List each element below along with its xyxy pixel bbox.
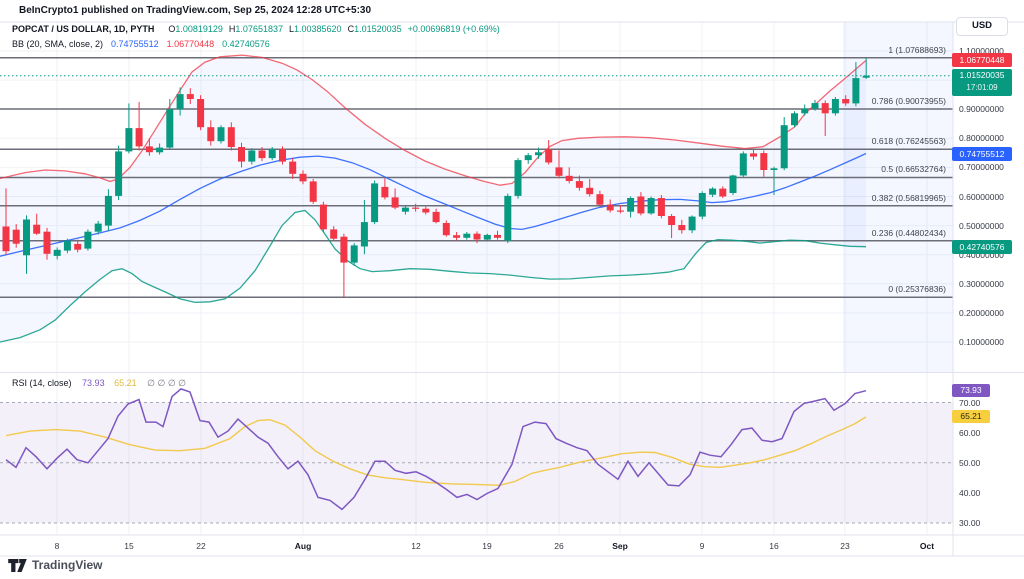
ohlc-value: 1.00385620 [294, 24, 342, 34]
bb-basis-badge: 0.74755512 [952, 146, 1012, 161]
price-tick-label: 0.70000000 [959, 162, 1004, 173]
attribution-header: BeInCrypto1 published on TradingView.com… [19, 5, 372, 16]
fib-level-label: 0.382 (0.56819965) [871, 192, 946, 203]
change-value: +0.00696819 (+0.69%) [407, 24, 500, 34]
bb-legend-row[interactable]: BB (20, SMA, close, 2) 0.74755512 1.067704… [12, 39, 278, 49]
rsi-legend-row[interactable]: RSI (14, close) 73.93 65.21 ∅ ∅ ∅ ∅ [12, 378, 186, 389]
time-axis[interactable] [0, 535, 1024, 556]
price-tick-label: 0.50000000 [959, 220, 1004, 231]
price-tick-label: 0.30000000 [959, 278, 1004, 289]
fib-level-label: 0.236 (0.44802434) [871, 227, 946, 238]
tradingview-brand-text: TradingView [32, 558, 103, 572]
price-tick-label: 1.10000000 [959, 46, 1004, 56]
bb-value: 0.74755512 [111, 39, 159, 49]
time-tick-label: 12 [411, 541, 421, 551]
ohlc-key: O [168, 24, 176, 34]
time-tick-label: Aug [294, 541, 312, 551]
ohlc-value: 1.01520035 [354, 24, 402, 34]
time-tick-label: 26 [554, 541, 564, 551]
ohlc-key: L [288, 24, 294, 34]
rsi-tick-label: 50.00 [959, 457, 981, 468]
bb-value: 1.06770448 [166, 39, 215, 49]
rsi-tick-label: 30.00 [959, 518, 981, 528]
fib-level-label: 1 (1.07688693) [888, 44, 946, 55]
time-tick-label: 16 [769, 541, 779, 551]
time-tick-label: 8 [54, 541, 60, 551]
tradingview-attribution-link[interactable]: TradingView [8, 558, 102, 572]
bb-value: 0.42740576 [222, 39, 270, 49]
rsi-ma-badge: 65.21 [952, 410, 990, 424]
price-tick-label: 0.80000000 [959, 133, 1004, 144]
rsi-indicator-label[interactable]: RSI (14, close) [12, 378, 72, 388]
bb-upper-badge: 1.06770448 [952, 53, 1012, 68]
rsi-tick-label: 60.00 [959, 427, 981, 438]
bb-lower-badge: 0.42740576 [952, 239, 1012, 254]
fib-level-label: 0.618 (0.76245563) [871, 136, 946, 147]
time-tick-label: 9 [699, 541, 705, 551]
symbol-title[interactable]: POPCAT / US DOLLAR, 1D, PYTH [12, 24, 155, 34]
ohlc-key: C [347, 24, 355, 34]
ohlc-value: 1.07651837 [235, 24, 283, 34]
time-tick-label: 15 [124, 541, 134, 551]
rsi-ma-value: 65.21 [114, 378, 137, 388]
rsi-value-badge: 73.93 [952, 384, 990, 398]
currency-toggle-button[interactable]: USD [956, 17, 1008, 36]
symbol-legend-row[interactable]: POPCAT / US DOLLAR, 1D, PYTH O1.00819129 H… [12, 24, 500, 34]
time-tick-label: 19 [482, 541, 492, 551]
rsi-value: 73.93 [82, 378, 105, 388]
time-tick-label: 22 [196, 541, 206, 551]
fib-level-label: 0.5 (0.66532764) [881, 164, 946, 175]
tradingview-logo-icon [8, 558, 27, 572]
fib-level-label: 0.786 (0.90073955) [871, 95, 946, 106]
ohlc-key: H [228, 24, 236, 34]
price-tick-label: 0.60000000 [959, 191, 1004, 202]
rsi-hidden-values: ∅ ∅ ∅ ∅ [147, 378, 187, 388]
price-tick-label: 0.90000000 [959, 104, 1004, 115]
time-tick-label: Sep [612, 541, 628, 551]
fib-level-label: 0 (0.25376836) [888, 284, 946, 295]
last-price-badge: 1.01520035 17:01:09 [952, 68, 1012, 96]
rsi-tick-label: 70.00 [959, 397, 981, 408]
rsi-tick-label: 40.00 [959, 487, 981, 498]
bb-indicator-label[interactable]: BB (20, SMA, close, 2) [12, 39, 104, 49]
price-tick-label: 0.20000000 [959, 307, 1004, 318]
price-tick-label: 0.40000000 [959, 249, 1004, 260]
time-tick-label: Oct [919, 541, 935, 551]
price-tick-label: 0.10000000 [959, 337, 1004, 347]
time-tick-label: 23 [840, 541, 850, 551]
countdown-timer: 17:01:09 [966, 82, 998, 92]
ohlc-value: 1.00819129 [175, 24, 223, 34]
